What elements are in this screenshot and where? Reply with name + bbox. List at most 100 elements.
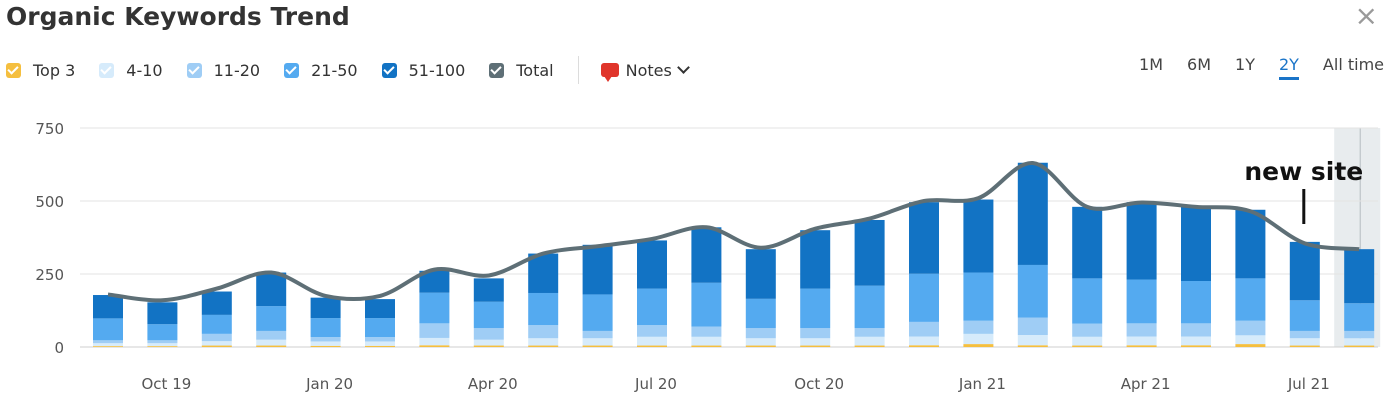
bar-segment [1126,202,1157,280]
checkbox-icon[interactable] [6,62,21,78]
bar-segment [93,318,123,341]
bar-segment [800,345,831,347]
period-all-time[interactable]: All time [1322,55,1384,74]
bar-segment [256,339,287,346]
x-tick-label: Apr 20 [468,375,518,393]
bar-segment [1017,264,1048,318]
period-1y[interactable]: 1Y [1235,55,1255,74]
bar-segment [1289,330,1320,339]
bar-segment [1072,206,1103,279]
bar-segment [582,244,613,295]
legend-item-51-100[interactable]: 51-100 [381,61,465,80]
bar-segment [1126,279,1157,324]
bar-segment [201,333,232,342]
bar-segment [365,337,395,342]
bar-segment [1017,162,1048,265]
bar-segment [800,288,831,329]
bar-segment [1017,335,1048,346]
bar-segment [963,344,994,347]
y-tick-label: 500 [35,193,64,211]
bar-segment [147,324,178,341]
bar-segment [419,292,450,324]
bar-segment [637,336,667,346]
legend-item-total[interactable]: Total [489,61,554,80]
bar-segment [93,295,123,319]
bar-segment [1181,336,1211,346]
legend-label: 4-10 [126,60,163,80]
checkbox-icon[interactable] [381,62,397,78]
bar-segment [473,345,504,347]
bar-segment [582,338,613,346]
bar-segment [256,272,287,307]
bar-segment [93,340,123,344]
bar-segment [909,321,939,337]
bar-segment [1072,336,1103,346]
close-icon[interactable]: × [1354,0,1378,32]
checkbox-icon[interactable] [489,62,505,78]
bar-segment [691,336,722,346]
bar-segment [147,343,178,347]
bar-segment [1344,303,1375,331]
bar-segment [582,294,613,331]
bar-segment [909,202,939,274]
bar-segment [909,336,939,346]
notes-dropdown[interactable]: Notes [600,61,690,82]
bar-segment [963,199,994,273]
x-tick-label: Jan 21 [958,375,1006,393]
bar-segment [1235,209,1266,279]
checkbox-icon[interactable] [186,62,202,78]
bar-segment [1126,345,1157,347]
x-tick-label: Apr 21 [1121,375,1171,393]
bar-segment [691,227,722,283]
legend-label: Top 3 [33,60,76,80]
bar-segment [201,341,232,346]
bar-segment [201,345,232,347]
bar-segment [310,337,341,342]
bar-segment [745,338,776,346]
bar-segment [1344,249,1375,304]
bar-segment [800,328,831,339]
bar-segment [1181,323,1211,337]
bar-segment [800,230,831,289]
bar-segment [963,320,994,334]
period-6m[interactable]: 6M [1187,55,1212,74]
bar-segment [1017,345,1048,347]
period-2y[interactable]: 2Y [1278,55,1299,80]
bar-segment [909,273,939,322]
bar-segment [1289,345,1320,347]
legend-item-4-10[interactable]: 4-10 [99,60,163,80]
bar-segment [310,297,341,319]
checkbox-icon[interactable] [99,62,115,78]
legend-label: 21-50 [311,60,358,80]
bar-segment [419,345,450,347]
legend-item-11-20[interactable]: 11-20 [186,60,261,80]
bar-segment [473,278,504,302]
bar-segment [800,338,831,346]
bar-segment [963,333,994,345]
bar-segment [854,336,885,346]
bar-segment [528,325,559,339]
bar-segment [528,345,559,347]
bar-segment [147,302,178,325]
bar-segment [637,288,667,326]
bar-segment [147,346,178,347]
bar-segment [256,306,287,331]
bar-segment [582,345,613,347]
bar-segment [854,328,885,337]
bar-segment [1181,281,1211,324]
legend-item-top-3[interactable]: Top 3 [6,61,75,80]
period-1m[interactable]: 1M [1139,55,1164,74]
y-tick-label: 250 [35,266,64,284]
total-series-line [107,161,1360,303]
page-title: Organic Keywords Trend [6,2,350,31]
bar-segment [419,337,450,346]
checkbox-icon[interactable] [284,62,300,78]
bar-segment [1072,278,1103,324]
legend-item-21-50[interactable]: 21-50 [284,61,358,80]
legend-label: 11-20 [213,60,261,80]
bar-segment [1126,323,1157,337]
x-tick-label: Jul 20 [634,375,677,393]
bar-segment [365,345,395,347]
bar-segment [1181,345,1211,347]
bar-segment [256,330,287,340]
